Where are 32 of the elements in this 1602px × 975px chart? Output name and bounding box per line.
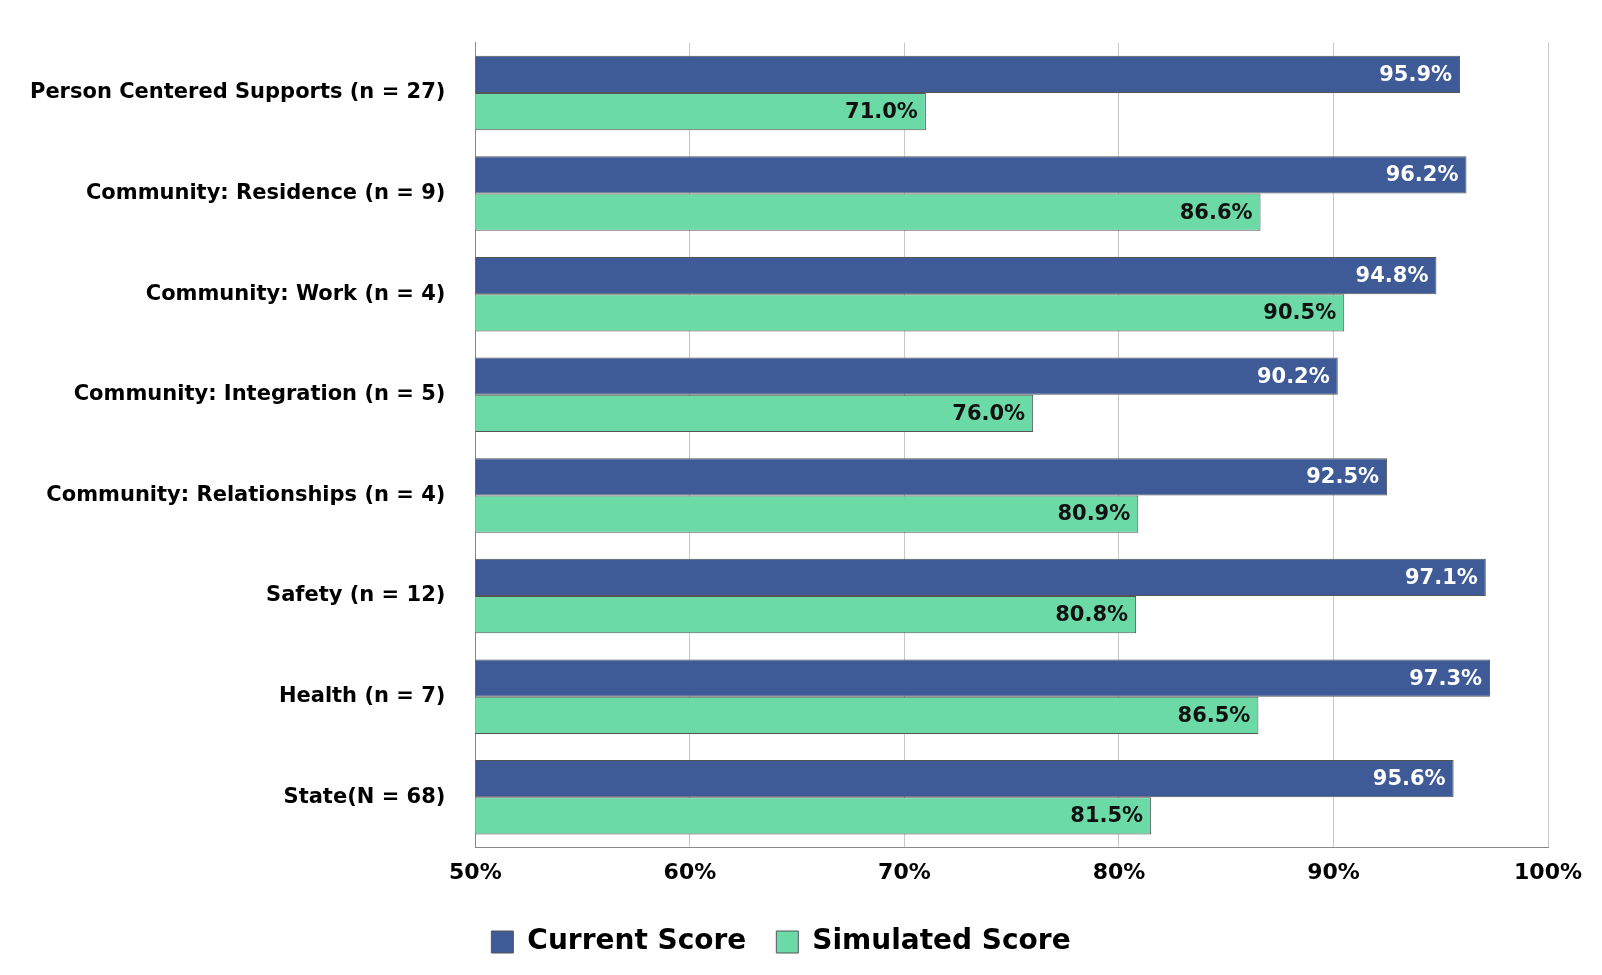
y-tick-label: Community: Work (n = 4) [145,280,446,305]
data-label: 97.3% [1409,665,1483,690]
data-label: 80.9% [1057,501,1131,526]
data-label: 81.5% [1070,803,1144,828]
y-tick-label: Community: Integration (n = 5) [73,381,446,406]
y-tick-label: Safety (n = 12) [266,582,446,607]
x-tick-label: 70% [878,858,931,884]
data-label: 90.2% [1256,363,1330,388]
data-label: 94.8% [1355,263,1429,287]
x-tick-label: 60% [663,858,717,884]
data-label: 76.0% [952,400,1026,425]
data-label: 92.5% [1306,464,1380,489]
x-tick-label: 90% [1307,858,1360,884]
y-tick-label: State(N = 68) [283,783,446,808]
y-tick-label: Health (n = 7) [278,683,446,708]
legend-label: Current Score [527,923,747,957]
data-label: 95.6% [1372,766,1446,791]
data-label: 80.8% [1055,602,1129,627]
data-label: 96.2% [1385,162,1459,187]
data-label: 71.0% [845,98,918,123]
x-tick-label: 100% [1514,858,1582,884]
data-label: 86.5% [1177,702,1251,727]
x-tick-label: 50% [449,858,502,884]
y-tick-label: Community: Residence (n = 9) [85,179,446,204]
y-tick-label: Person Centered Supports (n = 27) [29,79,446,104]
y-tick-label: Community: Relationships (n = 4) [46,481,446,506]
data-label: 97.1% [1404,564,1478,589]
data-label: 95.9% [1379,61,1453,86]
data-label: 90.5% [1263,300,1337,325]
legend-label: Simulated Score [812,923,1071,957]
data-label: 86.6% [1179,199,1253,224]
x-tick-label: 80% [1092,858,1146,884]
